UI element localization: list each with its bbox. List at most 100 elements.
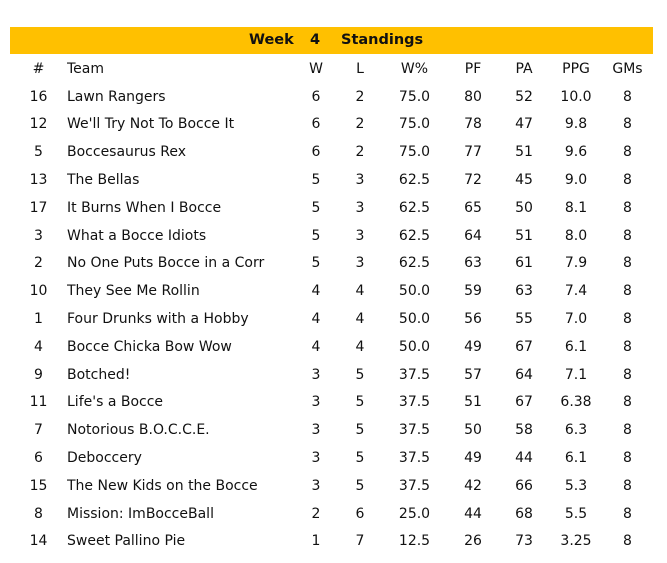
losses-cell: 4: [355, 283, 365, 300]
rank-cell: 10: [29, 283, 48, 300]
points-against-cell: 68: [515, 505, 533, 522]
win-pct-cell: 62.5: [398, 255, 431, 272]
win-pct-cell: 75.0: [398, 88, 431, 105]
rank-cell: 6: [34, 450, 43, 467]
wins-cell: 5: [311, 172, 321, 189]
rank-cell: 5: [34, 144, 43, 161]
points-against-cell: 67: [515, 394, 533, 411]
rank-cell: 8: [34, 505, 43, 522]
ppg-cell: 3.25: [560, 533, 592, 550]
points-for-cell: 78: [464, 116, 482, 133]
col-header-losses: L: [356, 60, 364, 77]
win-pct-cell: 37.5: [398, 366, 431, 383]
rank-cell: 9: [34, 366, 43, 383]
losses-cell: 3: [355, 227, 365, 244]
wins-cell: 6: [311, 88, 321, 105]
ppg-cell: 5.5: [564, 505, 588, 522]
team-name-cell: Mission: ImBocceBall: [67, 505, 214, 522]
points-for-cell: 50: [464, 422, 482, 439]
points-for-cell: 57: [464, 366, 482, 383]
points-against-cell: 47: [515, 116, 533, 133]
team-name-cell: Life's a Bocce: [67, 394, 164, 411]
ppg-cell: 7.9: [564, 255, 588, 272]
points-for-cell: 65: [464, 199, 482, 216]
ppg-cell: 6.1: [564, 338, 588, 355]
losses-cell: 5: [355, 422, 365, 439]
table-row: 13 The Bellas 5 3 62.5 72 45 9.0 8: [10, 166, 653, 194]
games-cell: 8: [623, 144, 632, 161]
ppg-cell: 8.1: [564, 199, 588, 216]
points-for-cell: 72: [464, 172, 482, 189]
wins-cell: 4: [311, 311, 321, 328]
rank-cell: 14: [29, 533, 48, 550]
team-name-cell: Botched!: [67, 366, 131, 383]
losses-cell: 3: [355, 199, 365, 216]
ppg-cell: 7.0: [564, 311, 588, 328]
win-pct-cell: 37.5: [398, 450, 431, 467]
table-row: 5 Boccesaurus Rex 6 2 75.0 77 51 9.6 8: [10, 138, 653, 166]
rank-cell: 17: [29, 199, 48, 216]
table-row: 7 Notorious B.O.C.C.E. 3 5 37.5 50 58 6.3 8: [10, 416, 653, 444]
games-cell: 8: [623, 311, 632, 328]
games-cell: 8: [623, 227, 632, 244]
points-against-cell: 45: [515, 172, 533, 189]
points-for-cell: 42: [464, 477, 482, 494]
points-against-cell: 67: [515, 338, 533, 355]
losses-cell: 5: [355, 366, 365, 383]
ppg-cell: 9.0: [564, 172, 588, 189]
games-cell: 8: [623, 255, 632, 272]
points-against-cell: 64: [515, 366, 533, 383]
points-for-cell: 51: [464, 394, 482, 411]
table-row: 15 The New Kids on the Bocce 3 5 37.5 42 66 5.3…: [10, 472, 653, 500]
rank-cell: 11: [29, 394, 48, 411]
rank-cell: 12: [29, 116, 48, 133]
table-row: 3 What a Bocce Idiots 5 3 62.5 64 51 8.0 8: [10, 222, 653, 250]
points-for-cell: 56: [464, 311, 482, 328]
team-name-cell: Notorious B.O.C.C.E.: [67, 422, 210, 439]
win-pct-cell: 62.5: [398, 199, 431, 216]
games-cell: 8: [623, 338, 632, 355]
losses-cell: 5: [355, 450, 365, 467]
team-name-cell: No One Puts Bocce in a Corr: [67, 255, 265, 272]
rank-cell: 1: [34, 311, 43, 328]
points-for-cell: 26: [464, 533, 482, 550]
win-pct-cell: 25.0: [398, 505, 431, 522]
points-against-cell: 44: [515, 450, 533, 467]
win-pct-cell: 50.0: [398, 338, 431, 355]
team-name-cell: It Burns When I Bocce: [67, 199, 222, 216]
table-row: 11 Life's a Bocce 3 5 37.5 51 67 6.38 8: [10, 389, 653, 417]
wins-cell: 5: [311, 227, 321, 244]
games-cell: 8: [623, 533, 632, 550]
week-label: Week: [249, 32, 294, 48]
col-header-games: GMs: [612, 60, 643, 77]
points-against-cell: 51: [515, 144, 533, 161]
col-header-wins: W: [309, 60, 323, 77]
table-row: 16 Lawn Rangers 6 2 75.0 80 52 10.0 8: [10, 83, 653, 111]
points-against-cell: 51: [515, 227, 533, 244]
col-header-points-against: PA: [515, 60, 533, 77]
rank-cell: 7: [34, 422, 43, 439]
win-pct-cell: 37.5: [398, 422, 431, 439]
table-row: 17 It Burns When I Bocce 5 3 62.5 65 50 8.1 8: [10, 194, 653, 222]
points-for-cell: 80: [464, 88, 482, 105]
losses-cell: 2: [355, 144, 365, 161]
standings-title-bar: Week 4 Standings: [10, 27, 653, 54]
wins-cell: 3: [311, 366, 321, 383]
win-pct-cell: 50.0: [398, 283, 431, 300]
losses-cell: 7: [355, 533, 365, 550]
games-cell: 8: [623, 477, 632, 494]
team-name-cell: We'll Try Not To Bocce It: [67, 116, 235, 133]
team-name-cell: Four Drunks with a Hobby: [67, 311, 249, 328]
col-header-rank: #: [32, 60, 45, 77]
col-header-points-for: PF: [464, 60, 482, 77]
games-cell: 8: [623, 283, 632, 300]
win-pct-cell: 37.5: [398, 477, 431, 494]
wins-cell: 6: [311, 144, 321, 161]
points-against-cell: 58: [515, 422, 533, 439]
losses-cell: 5: [355, 477, 365, 494]
table-row: 14 Sweet Pallino Pie 1 7 12.5 26 73 3.25 8: [10, 528, 653, 556]
table-row: 1 Four Drunks with a Hobby 4 4 50.0 56 55 7.0 8: [10, 305, 653, 333]
wins-cell: 2: [311, 505, 321, 522]
points-against-cell: 55: [515, 311, 533, 328]
